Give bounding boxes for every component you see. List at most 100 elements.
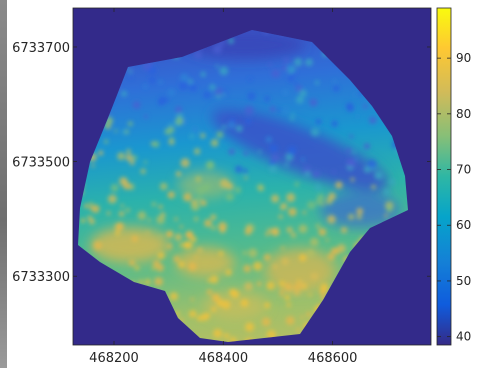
- y-axis: 6733700 6733500 6733300: [12, 41, 431, 285]
- canopy-blob: [300, 315, 304, 319]
- canopy-blob: [243, 168, 248, 174]
- canopy-blob: [193, 216, 199, 222]
- canopy-blob: [309, 237, 319, 247]
- canopy-blob: [106, 211, 111, 216]
- canopy-blob: [352, 150, 356, 154]
- canopy-blob: [288, 207, 297, 217]
- canopy-blob: [304, 171, 311, 178]
- canopy-blob: [284, 282, 292, 290]
- canopy-blob: [103, 139, 109, 144]
- x-tick-label: 468400: [198, 351, 248, 366]
- canopy-blob: [169, 292, 178, 301]
- canopy-blob: [185, 231, 193, 239]
- canopy-blob: [257, 185, 265, 192]
- canopy-blob: [310, 127, 320, 137]
- canopy-blob: [219, 66, 229, 76]
- canopy-blob: [127, 121, 133, 127]
- canopy-blob: [210, 275, 219, 284]
- canopy-blob: [270, 194, 280, 203]
- canopy-blob: [248, 77, 253, 82]
- canopy-blob: [293, 57, 303, 67]
- canopy-blob: [269, 160, 275, 166]
- canopy-blob: [187, 262, 197, 271]
- canopy-blob: [354, 157, 358, 161]
- canopy-blob: [369, 116, 377, 124]
- canopy-blob: [271, 153, 280, 163]
- canopy-blob: [178, 261, 185, 268]
- canopy-blob: [151, 266, 156, 270]
- canopy-blob: [308, 293, 312, 297]
- canopy-blob: [281, 257, 289, 266]
- colorbar-ticks: 90 80 70 60 50 40: [437, 51, 471, 344]
- canopy-blob: [180, 158, 190, 168]
- canopy-blob: [264, 302, 271, 309]
- canopy-blob: [356, 115, 360, 119]
- canopy-blob: [144, 114, 148, 119]
- y-tick-label: 6733300: [12, 270, 70, 285]
- canopy-blob: [235, 165, 243, 173]
- canopy-blob: [258, 150, 262, 154]
- canopy-blob: [200, 133, 206, 139]
- canopy-blob: [269, 165, 277, 173]
- canopy-blob: [121, 90, 128, 97]
- canopy-blob: [243, 151, 248, 156]
- canopy-blob: [166, 98, 170, 102]
- canopy-blob: [194, 51, 202, 59]
- canopy-blob: [183, 192, 192, 202]
- canopy-blob: [265, 136, 272, 143]
- canopy-blob: [154, 277, 164, 286]
- canopy-blob: [225, 192, 234, 201]
- canopy-blob: [168, 89, 175, 96]
- canopy-blob: [349, 134, 354, 139]
- canopy-blob: [312, 170, 321, 178]
- canopy-blob: [158, 204, 163, 209]
- canopy-blob: [168, 126, 175, 134]
- canopy-blob: [114, 129, 118, 133]
- canopy-blob: [306, 249, 315, 258]
- canopy-blob: [327, 252, 335, 261]
- canopy-blob: [320, 283, 329, 292]
- canopy-blob: [178, 81, 189, 91]
- canopy-blob: [307, 201, 316, 210]
- canopy-blob: [213, 328, 223, 338]
- canopy-blob: [210, 214, 217, 221]
- canopy-blob: [243, 264, 252, 273]
- canopy-blob: [263, 253, 271, 261]
- canopy-blob: [147, 218, 152, 222]
- canopy-blob: [293, 289, 301, 297]
- colorbar-tick-label: 70: [456, 163, 471, 177]
- canopy-blob: [331, 120, 338, 127]
- canopy-blob: [128, 259, 136, 266]
- colorbar-tick-label: 80: [456, 107, 471, 121]
- canopy-blob: [332, 79, 337, 84]
- canopy-blob: [295, 95, 304, 104]
- canopy-blob: [286, 302, 291, 307]
- canopy-blob: [118, 210, 125, 217]
- canopy-blob: [131, 235, 139, 243]
- canopy-blob: [210, 306, 217, 313]
- canopy-blob: [91, 164, 95, 168]
- canopy-blob: [188, 310, 197, 318]
- canopy-blob: [348, 213, 355, 221]
- canopy-blob: [328, 192, 336, 201]
- canopy-blob: [325, 238, 329, 242]
- canopy-blob: [264, 95, 271, 102]
- canopy-blob: [252, 261, 263, 271]
- canopy-blob: [240, 298, 249, 308]
- canopy-blob: [156, 215, 165, 225]
- canopy-blob: [282, 89, 289, 96]
- canopy-blob: [197, 247, 203, 254]
- canopy-blob: [158, 79, 163, 85]
- canopy-blob: [151, 202, 156, 207]
- colorbar: [436, 7, 452, 346]
- canopy-blob: [215, 64, 219, 68]
- canopy-blob: [134, 265, 140, 271]
- canopy-blob: [175, 171, 182, 177]
- canopy-blob: [221, 125, 227, 130]
- canopy-blob: [297, 281, 306, 289]
- canopy-blob: [91, 204, 100, 213]
- canopy-blob: [286, 226, 293, 233]
- canopy-blob: [256, 281, 262, 287]
- canopy-blob: [107, 194, 117, 204]
- canopy-blob: [244, 228, 252, 236]
